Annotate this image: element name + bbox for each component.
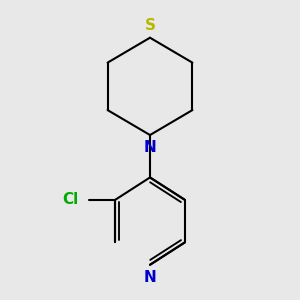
Text: Cl: Cl [63, 192, 79, 207]
Text: S: S [145, 18, 155, 33]
Text: N: N [144, 140, 156, 155]
Text: N: N [144, 270, 156, 285]
